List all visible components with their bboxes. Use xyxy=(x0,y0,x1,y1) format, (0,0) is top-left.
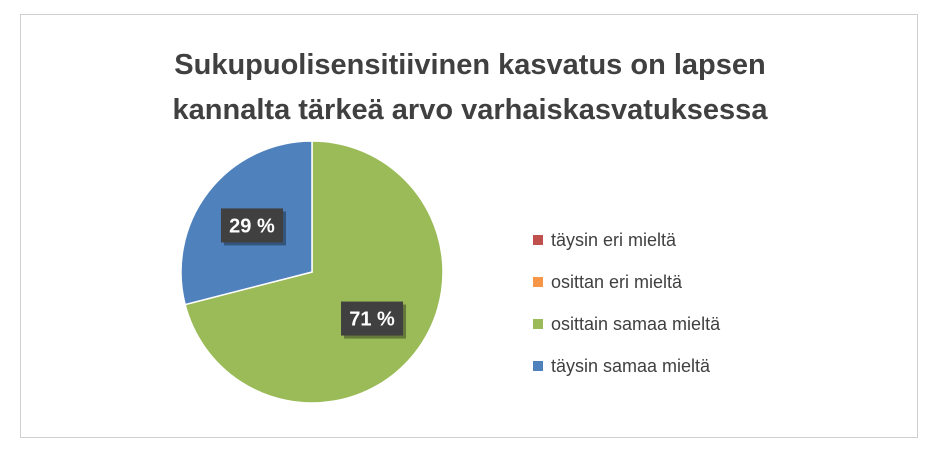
chart-area: Sukupuolisensitiivinen kasvatus on lapse… xyxy=(20,14,918,438)
legend: täysin eri mieltä osittan eri mieltä osi… xyxy=(533,219,720,387)
data-label-taysin-samaa: 29 % xyxy=(220,208,286,246)
legend-label-taysin-samaa: täysin samaa mieltä xyxy=(551,355,711,376)
pie-slice-osittain-samaa xyxy=(184,140,444,404)
chart-title-line-1: Sukupuolisensitiivinen kasvatus on lapse… xyxy=(174,49,766,81)
legend-item-taysin-eri: täysin eri mieltä xyxy=(533,219,720,261)
legend-swatch-taysin-eri xyxy=(533,235,543,245)
legend-label-osittan-eri: osittan eri mieltä xyxy=(551,271,683,292)
legend-item-osittan-eri: osittan eri mieltä xyxy=(533,261,720,303)
data-label-osittain-samaa: 71 % xyxy=(341,301,407,339)
chart-title-line-2: kannalta tärkeä arvo varhaiskasvatuksess… xyxy=(172,94,768,126)
legend-label-osittain-samaa: osittain samaa mieltä xyxy=(551,313,721,334)
legend-swatch-taysin-samaa xyxy=(533,361,543,371)
pie-chart: 71 % 29 % xyxy=(180,140,444,404)
legend-item-taysin-samaa: täysin samaa mieltä xyxy=(533,345,720,387)
legend-item-osittain-samaa: osittain samaa mieltä xyxy=(533,303,720,345)
svg-text:29 %: 29 % xyxy=(229,215,275,237)
svg-text:71 %: 71 % xyxy=(349,309,395,331)
legend-label-taysin-eri: täysin eri mieltä xyxy=(551,229,677,250)
legend-swatch-osittan-eri xyxy=(533,277,543,287)
chart-title: Sukupuolisensitiivinen kasvatus on lapse… xyxy=(21,43,919,133)
legend-swatch-osittain-samaa xyxy=(533,319,543,329)
